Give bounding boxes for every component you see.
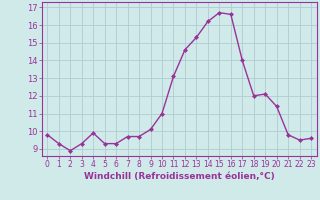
X-axis label: Windchill (Refroidissement éolien,°C): Windchill (Refroidissement éolien,°C) xyxy=(84,172,275,181)
